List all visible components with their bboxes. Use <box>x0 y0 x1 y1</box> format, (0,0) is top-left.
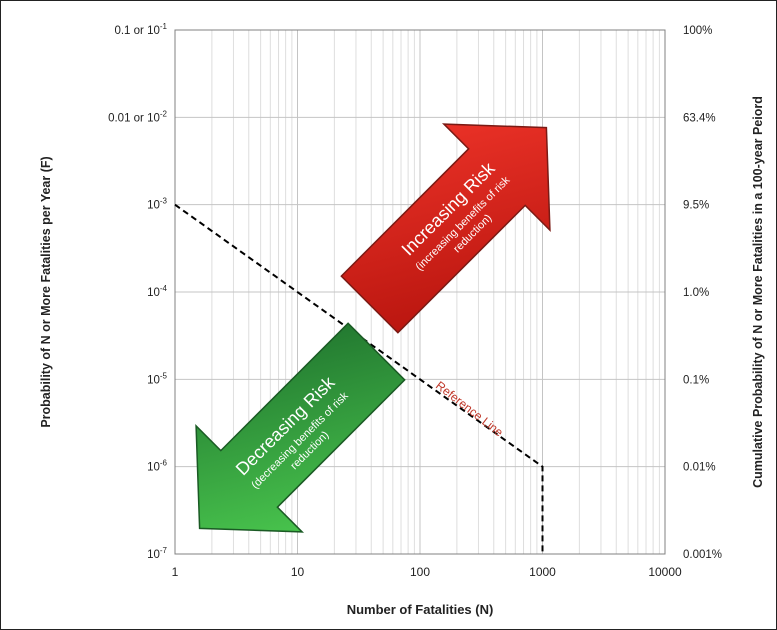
x-tick-labels: 1 10 100 1000 10000 <box>172 565 682 579</box>
y-right-tick-label: 9.5% <box>683 200 709 212</box>
x-tick-label: 1 <box>172 565 179 579</box>
y-right-tick-label: 0.001% <box>683 549 722 561</box>
y-left-tick-label: 10-5 <box>147 371 167 386</box>
x-tick-label: 100 <box>410 565 430 579</box>
y-right-tick-label: 63.4% <box>683 112 716 124</box>
x-tick-label: 1000 <box>529 565 556 579</box>
y-left-tick-labels: 0.1 or 10-1 0.01 or 10-2 10-3 10-4 10-5 10-6 1… <box>108 22 167 561</box>
y-left-tick-label: 10-6 <box>147 459 167 474</box>
y-left-tick-label: 10-3 <box>147 197 167 212</box>
y-right-axis-title: Cumulative Probability of N or More Fata… <box>751 96 765 488</box>
y-left-tick-label: 10-4 <box>147 284 167 299</box>
y-left-tick-label: 10-7 <box>147 546 167 561</box>
y-right-tick-label: 100% <box>683 25 712 37</box>
y-left-tick-label: 0.1 or 10-1 <box>114 22 167 37</box>
x-tick-label: 10 <box>291 565 305 579</box>
plot-border <box>174 29 666 555</box>
y-right-tick-label: 0.01% <box>683 462 716 474</box>
x-tick-label: 10000 <box>648 565 682 579</box>
x-axis-title: Number of Fatalities (N) <box>347 602 494 617</box>
y-left-axis-title: Probability of N or More Fatalities per … <box>39 156 53 427</box>
y-right-tick-label: 0.1% <box>683 374 709 386</box>
y-right-tick-labels: 100% 63.4% 9.5% 1.0% 0.1% 0.01% 0.001% <box>683 25 722 561</box>
reference-line <box>174 203 544 554</box>
y-right-tick-label: 1.0% <box>683 287 709 299</box>
y-left-tick-label: 0.01 or 10-2 <box>108 109 167 124</box>
